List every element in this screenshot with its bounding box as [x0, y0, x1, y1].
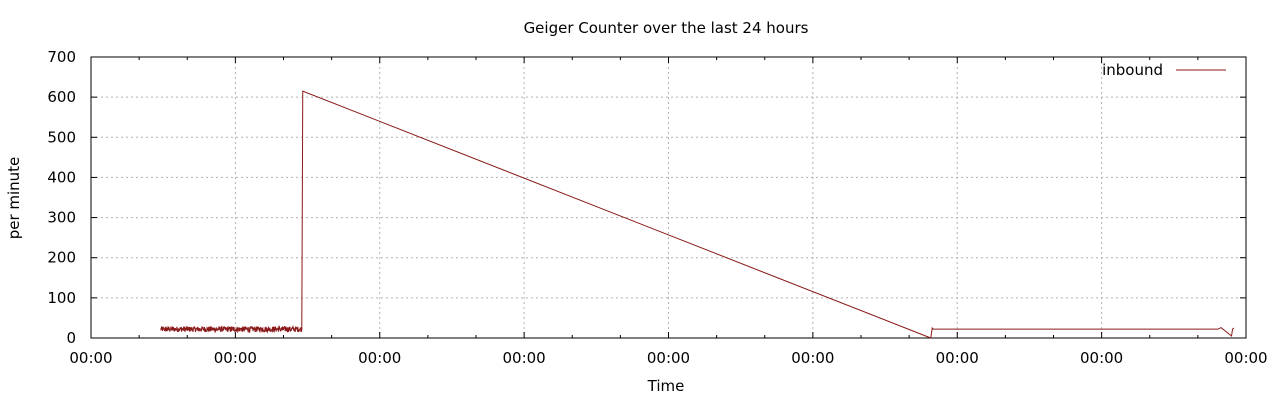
legend-label: inbound [1102, 61, 1163, 79]
x-tick-label: 00:00 [791, 349, 834, 367]
legend: inbound [1102, 61, 1226, 79]
series-layer [160, 90, 1235, 339]
x-tick-label: 00:00 [647, 349, 690, 367]
y-tick-label: 300 [47, 209, 76, 227]
x-tick-label: 00:00 [358, 349, 401, 367]
x-tick-label: 00:00 [69, 349, 112, 367]
y-tick-label: 200 [47, 249, 76, 267]
x-tick-label: 00:00 [936, 349, 979, 367]
y-tick-label: 600 [47, 88, 76, 106]
x-tick-label: 00:00 [1080, 349, 1123, 367]
x-axis: 00:00 00:00 00:00 00:00 00:00 00:00 00:00 00:00… [69, 57, 1268, 367]
series-line-inbound [160, 90, 1235, 339]
y-tick-label: 0 [66, 329, 76, 347]
x-tick-label: 00:00 [214, 349, 257, 367]
y-tick-label: 400 [47, 168, 76, 186]
grid-lines [91, 57, 1246, 338]
y-axis-label: per minute [5, 157, 23, 240]
y-tick-label: 500 [47, 128, 76, 146]
y-tick-label: 700 [47, 48, 76, 66]
x-axis-label: Time [647, 377, 685, 395]
chart-title: Geiger Counter over the last 24 hours [524, 19, 809, 37]
x-tick-label: 00:00 [1224, 349, 1267, 367]
y-axis: 0 100 200 300 400 500 600 700 [47, 48, 1246, 347]
y-tick-label: 100 [47, 289, 76, 307]
x-tick-label: 00:00 [503, 349, 546, 367]
